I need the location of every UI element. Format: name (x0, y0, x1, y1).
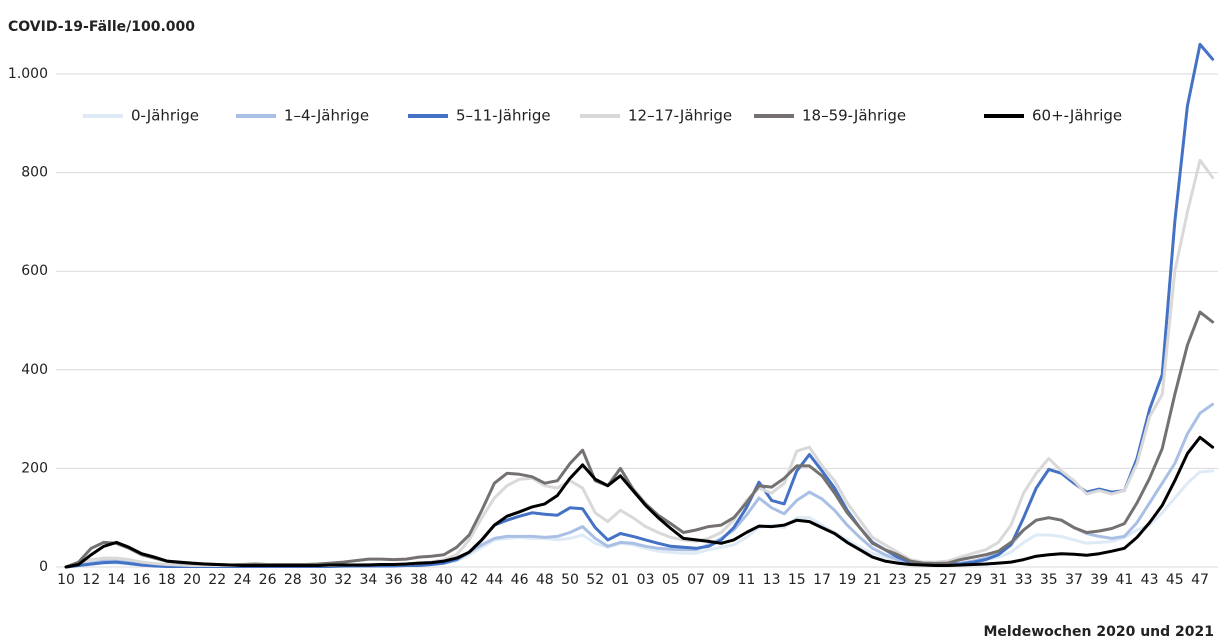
x-tick-label: 12 (82, 572, 100, 588)
x-tick-label: 43 (1141, 572, 1159, 588)
legend-label: 60+-Jährige (1032, 107, 1122, 125)
x-tick-label: 22 (208, 572, 226, 588)
x-tick-label: 17 (813, 572, 831, 588)
series-line (64, 158, 1215, 569)
x-tick-label: 25 (914, 572, 932, 588)
legend-label: 12–17-Jährige (628, 107, 732, 125)
x-tick-label: 28 (284, 572, 302, 588)
x-tick-label: 45 (1166, 572, 1184, 588)
y-tick-label: 0 (39, 559, 48, 575)
x-tick-label: 41 (1115, 572, 1133, 588)
x-tick-label: 33 (1015, 572, 1033, 588)
x-tick-label: 46 (511, 572, 529, 588)
x-tick-label: 44 (485, 572, 503, 588)
x-tick-label: 34 (359, 572, 377, 588)
x-tick-label: 05 (662, 572, 680, 588)
x-tick-label: 26 (259, 572, 277, 588)
x-tick-label: 52 (586, 572, 604, 588)
series-line (64, 435, 1215, 569)
y-tick-label: 1.000 (8, 66, 48, 82)
x-tick-label: 47 (1191, 572, 1209, 588)
x-tick-label: 15 (788, 572, 806, 588)
x-tick-label: 23 (889, 572, 907, 588)
x-tick-label: 37 (1065, 572, 1083, 588)
series-line (64, 402, 1215, 569)
y-axis-title: COVID-19-Fälle/100.000 (8, 19, 195, 35)
x-axis-title: Meldewochen 2020 und 2021 (983, 624, 1214, 640)
legend-label: 18–59-Jährige (802, 107, 906, 125)
x-tick-label: 24 (233, 572, 251, 588)
x-tick-label: 35 (1040, 572, 1058, 588)
legend-label: 0-Jährige (131, 107, 199, 125)
x-tick-label: 38 (410, 572, 428, 588)
x-tick-label: 36 (385, 572, 403, 588)
legend-label: 1–4-Jährige (284, 107, 369, 125)
x-tick-label: 40 (435, 572, 453, 588)
x-tick-label: 03 (637, 572, 655, 588)
x-tick-label: 16 (133, 572, 151, 588)
x-tick-label: 27 (939, 572, 957, 588)
x-tick-label: 13 (763, 572, 781, 588)
y-tick-label: 400 (21, 362, 48, 378)
x-tick-label: 39 (1090, 572, 1108, 588)
x-tick-label: 48 (536, 572, 554, 588)
x-tick-label: 18 (158, 572, 176, 588)
x-tick-label: 01 (611, 572, 629, 588)
x-tick-label: 30 (309, 572, 327, 588)
x-tick-label: 42 (460, 572, 478, 588)
x-tick-label: 50 (561, 572, 579, 588)
y-tick-label: 200 (21, 460, 48, 476)
x-tick-label: 31 (989, 572, 1007, 588)
x-tick-label: 14 (107, 572, 125, 588)
x-tick-label: 29 (964, 572, 982, 588)
series-line (64, 310, 1215, 569)
y-tick-label: 800 (21, 165, 48, 181)
legend-label: 5–11-Jährige (456, 107, 551, 125)
x-tick-label: 11 (737, 572, 755, 588)
x-tick-label: 09 (712, 572, 730, 588)
x-tick-label: 21 (863, 572, 881, 588)
x-tick-label: 19 (838, 572, 856, 588)
x-tick-label: 32 (334, 572, 352, 588)
y-tick-label: 600 (21, 263, 48, 279)
x-tick-label: 07 (687, 572, 705, 588)
x-tick-label: 10 (57, 572, 75, 588)
x-tick-label: 20 (183, 572, 201, 588)
